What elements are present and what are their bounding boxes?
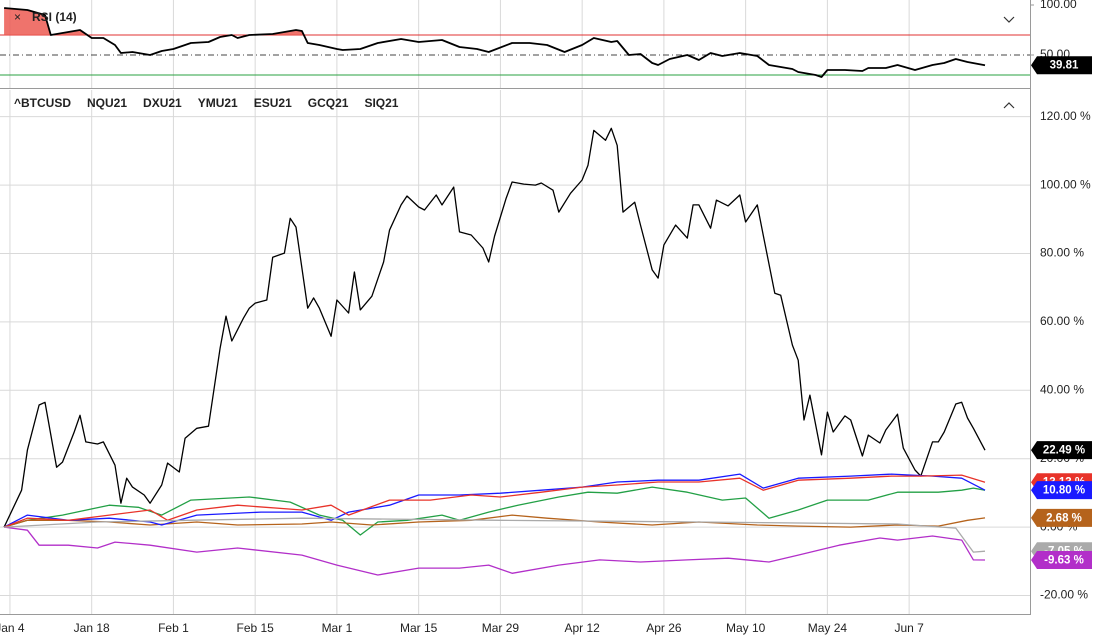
y-tick-label: 100.00 [1040, 0, 1077, 11]
last-value-badge: 22.49 % [1031, 441, 1092, 460]
badge-label: 22.49 % [1043, 445, 1085, 457]
x-tick-label: Apr 26 [646, 621, 682, 635]
x-tick-label: Feb 1 [158, 621, 189, 635]
badge-label: -9.63 % [1044, 555, 1084, 567]
plot-area [0, 116, 1030, 597]
badge-shape [1031, 441, 1092, 460]
x-tick-label: May 24 [808, 621, 848, 635]
last-value-badge: -9.63 % [1031, 551, 1092, 570]
x-tick-label: Jun 7 [894, 621, 924, 635]
y-tick-label: 40.00 % [1040, 382, 1084, 396]
badge-shape [1031, 481, 1092, 500]
collapse-icon[interactable] [1003, 16, 1015, 23]
x-tick-label: Mar 15 [400, 621, 438, 635]
series-line [3, 127, 986, 528]
badge-shape [1031, 508, 1092, 527]
legend-entry[interactable]: GCQ21 [308, 96, 349, 110]
y-tick-label: -20.00 % [1040, 588, 1088, 602]
badge-label: 2.68 % [1046, 512, 1082, 524]
last-value-badge: 10.80 % [1031, 481, 1092, 500]
legend-entry[interactable]: YMU21 [198, 96, 238, 110]
badge-label: 10.80 % [1043, 485, 1085, 497]
close-icon[interactable]: × [14, 10, 21, 24]
x-tick-label: Jan 4 [0, 621, 25, 635]
series-line [4, 526, 986, 576]
series-line [3, 514, 986, 528]
series-line [4, 7, 986, 78]
series-line [3, 473, 986, 528]
x-tick-label: Apr 12 [564, 621, 600, 635]
x-tick-label: May 10 [726, 621, 766, 635]
legend-entry[interactable]: ESU21 [254, 96, 292, 110]
legend-entry[interactable]: ^BTCUSD [14, 96, 71, 110]
series-line [4, 517, 986, 553]
rsi-title: RSI (14) [32, 10, 77, 24]
x-tick-label: Mar 1 [322, 621, 353, 635]
badge-label: 39.81 [1050, 60, 1079, 72]
y-tick-label: 60.00 % [1040, 314, 1084, 328]
y-tick-label: 120.00 % [1040, 109, 1091, 123]
legend-entry[interactable]: DXU21 [143, 96, 182, 110]
x-tick-label: Mar 29 [482, 621, 520, 635]
y-tick-label: 100.00 % [1040, 177, 1091, 191]
badge-shape [1031, 551, 1092, 570]
collapse-icon[interactable] [1003, 102, 1015, 109]
legend-entry[interactable]: NQU21 [87, 96, 127, 110]
series-line [3, 474, 986, 528]
x-tick-label: Jan 18 [74, 621, 110, 635]
badge-shape [1031, 56, 1092, 75]
last-value-badge: 39.81 [1031, 56, 1092, 75]
last-value-badge: 2.68 % [1031, 508, 1092, 527]
legend-entry[interactable]: SIQ21 [364, 96, 398, 110]
x-tick-label: Feb 15 [236, 621, 274, 635]
series-line [3, 486, 986, 536]
y-tick-label: 80.00 % [1040, 246, 1084, 260]
plot-area [0, 7, 1030, 78]
